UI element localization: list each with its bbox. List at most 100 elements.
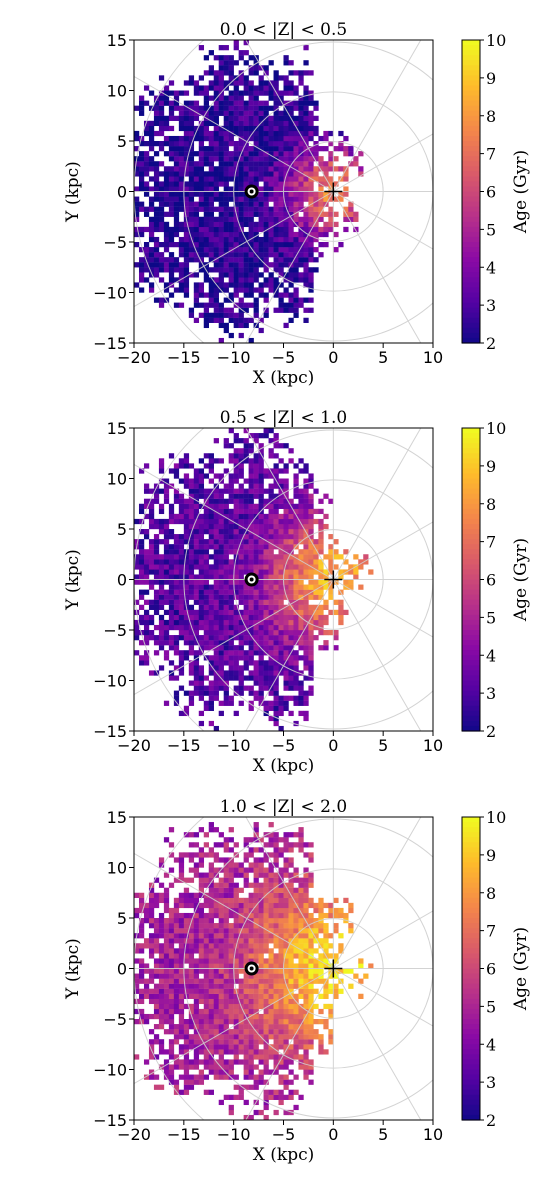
colorbar-segment bbox=[462, 907, 480, 914]
colorbar-segment bbox=[462, 549, 480, 555]
colorbar-segment bbox=[462, 968, 480, 975]
grid-spoke bbox=[245, 579, 334, 731]
colorbar-segment bbox=[462, 619, 480, 626]
colorbar-segment bbox=[462, 892, 480, 899]
colorbar-segment bbox=[462, 685, 480, 692]
colorbar-segment bbox=[462, 226, 480, 233]
y-tick-label: −10 bbox=[93, 672, 127, 691]
colorbar-segment bbox=[462, 852, 480, 858]
colorbar-segment bbox=[462, 242, 480, 248]
colorbar-segment bbox=[462, 1049, 480, 1055]
colorbar-segment bbox=[462, 564, 480, 570]
colorbar-segment bbox=[462, 322, 480, 329]
colorbar-segment bbox=[462, 272, 480, 278]
chart-panel-1: 0.0 < |Z| < 0.5−20 −15 −10 −5 0 5 10−15−10−505… bbox=[63, 20, 531, 388]
x-tick-label: −10 bbox=[217, 1125, 251, 1144]
colorbar-segment bbox=[462, 842, 480, 848]
colorbar-segment bbox=[462, 1059, 480, 1066]
x-tick-label: 5 bbox=[378, 1125, 388, 1144]
colorbar-segment bbox=[462, 953, 480, 959]
colorbar-segment bbox=[462, 604, 480, 611]
y-tick-label: −15 bbox=[93, 1111, 127, 1130]
x-tick-label: 10 bbox=[423, 736, 443, 755]
colorbar-segment bbox=[462, 40, 480, 46]
colorbar-segment bbox=[462, 589, 480, 596]
y-tick-label: 0 bbox=[117, 183, 127, 202]
colorbar-segment bbox=[462, 897, 480, 904]
colorbar-segment bbox=[462, 1008, 480, 1015]
colorbar-segment bbox=[462, 988, 480, 995]
colorbar-segment bbox=[462, 191, 480, 198]
colorbar-tick-label: 9 bbox=[486, 457, 496, 476]
colorbar-tick-label: 4 bbox=[486, 646, 496, 665]
colorbar-segment bbox=[462, 166, 480, 172]
grid-spoke bbox=[134, 852, 334, 969]
colorbar-segment bbox=[462, 675, 480, 682]
x-tick-label: −5 bbox=[272, 348, 296, 367]
colorbar-segment bbox=[462, 609, 480, 616]
y-tick-label: −5 bbox=[103, 233, 127, 252]
colorbar-tick-label: 7 bbox=[486, 145, 496, 164]
colorbar-segment bbox=[462, 1034, 480, 1040]
colorbar-segment bbox=[462, 443, 480, 449]
colorbar-segment bbox=[462, 181, 480, 188]
colorbar-segment bbox=[462, 267, 480, 273]
colorbar-segment bbox=[462, 933, 480, 939]
colorbar-segment bbox=[462, 579, 480, 586]
colorbar-segment bbox=[462, 624, 480, 631]
grid-spoke bbox=[333, 521, 433, 580]
colorbar-segment bbox=[462, 141, 480, 147]
y-tick-label: 10 bbox=[107, 470, 127, 489]
colorbar-tick-label: 8 bbox=[486, 884, 496, 903]
colorbar-segment bbox=[462, 1039, 480, 1045]
colorbar-tick-label: 9 bbox=[486, 69, 496, 88]
colorbar-segment bbox=[462, 715, 480, 722]
colorbar-segment bbox=[462, 529, 480, 535]
sun-marker-dot bbox=[249, 189, 254, 194]
colorbar: 2 3 4 5 6 7 8 9 10 Age (Gyr) bbox=[461, 419, 531, 741]
y-tick-label: −10 bbox=[93, 1061, 127, 1080]
colorbar-tick-label: 8 bbox=[486, 495, 496, 514]
colorbar-segment bbox=[462, 670, 480, 677]
colorbar-tick-label: 2 bbox=[486, 1111, 496, 1130]
colorbar-tick-label: 9 bbox=[486, 846, 496, 865]
colorbar-segment bbox=[462, 257, 480, 263]
colorbar-segment bbox=[462, 247, 480, 253]
x-tick-label: 0 bbox=[328, 348, 338, 367]
colorbar-tick-label: 3 bbox=[486, 296, 496, 315]
x-tick-label: −5 bbox=[272, 1125, 296, 1144]
colorbar-segment bbox=[462, 817, 480, 823]
plot-area bbox=[134, 40, 433, 343]
colorbar-label: Age (Gyr) bbox=[511, 927, 531, 1011]
colorbar-segment bbox=[462, 125, 480, 132]
colorbar-segment bbox=[462, 327, 480, 334]
colorbar-segment bbox=[462, 822, 480, 828]
colorbar-segment bbox=[462, 75, 480, 81]
panel-title: 1.0 < |Z| < 2.0 bbox=[220, 797, 347, 817]
colorbar-segment bbox=[462, 231, 480, 238]
colorbar-segment bbox=[462, 307, 480, 314]
x-tick-label: −20 bbox=[117, 1125, 151, 1144]
x-tick-label: −15 bbox=[167, 1125, 201, 1144]
y-tick-label: 5 bbox=[117, 520, 127, 539]
y-axis-label: Y (kpc) bbox=[63, 161, 83, 223]
colorbar-tick-label: 6 bbox=[486, 571, 496, 590]
colorbar-segment bbox=[462, 877, 480, 884]
colorbar-segment bbox=[462, 574, 480, 581]
panel-title: 0.5 < |Z| < 1.0 bbox=[220, 408, 347, 428]
colorbar-tick-label: 7 bbox=[486, 922, 496, 941]
colorbar-tick-label: 3 bbox=[486, 684, 496, 703]
colorbar-segment bbox=[462, 584, 480, 591]
colorbar-segment bbox=[462, 1064, 480, 1071]
colorbar-segment bbox=[462, 1094, 480, 1101]
colorbar-segment bbox=[462, 513, 480, 520]
colorbar-segment bbox=[462, 100, 480, 107]
colorbar-segment bbox=[462, 599, 480, 606]
colorbar-segment bbox=[462, 882, 480, 889]
x-tick-label: −5 bbox=[272, 736, 296, 755]
colorbar-segment bbox=[462, 1104, 480, 1111]
colorbar-segment bbox=[462, 680, 480, 687]
colorbar-segment bbox=[462, 1024, 480, 1030]
colorbar-segment bbox=[462, 337, 480, 344]
colorbar-segment bbox=[462, 695, 480, 702]
